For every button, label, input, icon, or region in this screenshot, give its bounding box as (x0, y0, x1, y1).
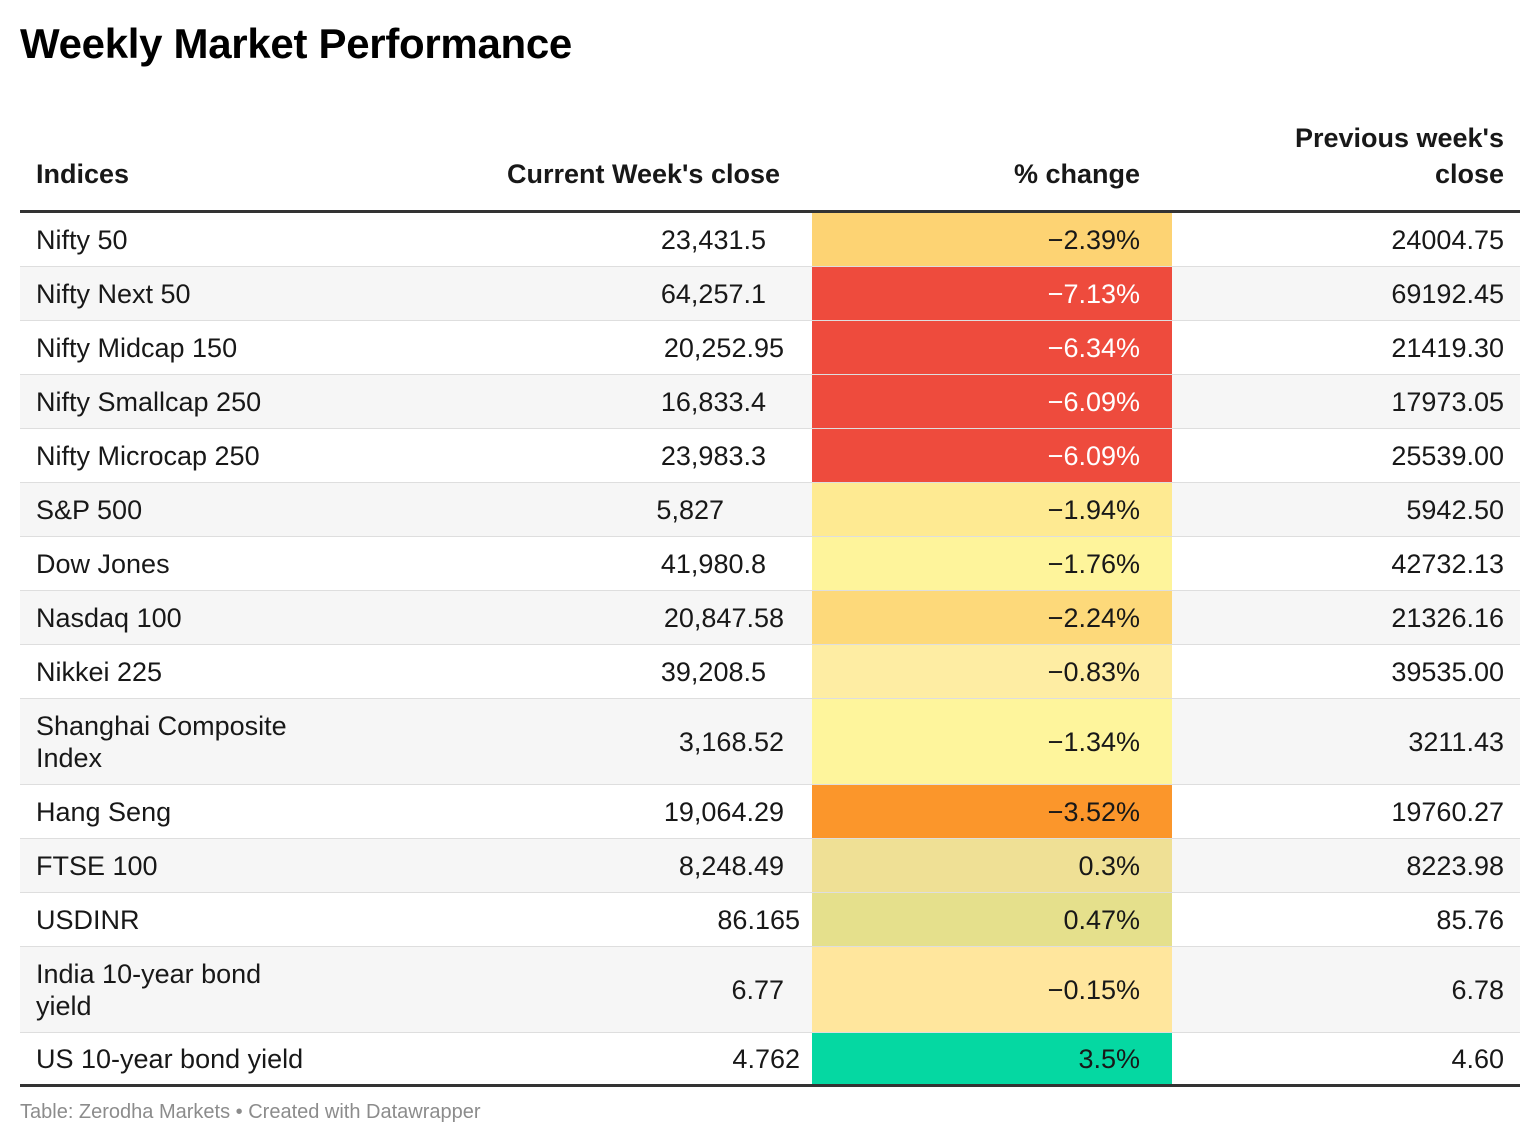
cell-percent-change: −1.94% (812, 483, 1172, 536)
cell-current-close: 23,431.5 (370, 213, 812, 266)
cell-previous-close: 6.78 (1451, 974, 1504, 1005)
cell-previous-close: 3211.43 (1408, 726, 1504, 757)
table-row: India 10-year bond yield 6.77 −0.15% 6.78 (20, 947, 1520, 1033)
cell-current-close: 3,168.52 (370, 699, 812, 784)
cell-index-name: Dow Jones (36, 548, 170, 579)
cell-index-name: Nifty 50 (36, 224, 128, 255)
cell-previous-close: 69192.45 (1391, 278, 1504, 309)
current-close-value: 20,252.95 (663, 332, 784, 363)
cell-previous-close: 8223.98 (1406, 850, 1504, 881)
cell-current-close: 64,257.1 (370, 267, 812, 320)
cell-percent-change: 3.5% (812, 1033, 1172, 1084)
cell-percent-change: −6.09% (812, 375, 1172, 428)
header-indices[interactable]: Indices (36, 159, 130, 189)
current-close-value: 6.77 (731, 974, 784, 1005)
header-current-close[interactable]: Current Week's close (506, 159, 780, 189)
source-footer: Table: Zerodha Markets • Created with Da… (20, 1101, 481, 1123)
cell-previous-close: 42732.13 (1391, 548, 1504, 579)
cell-previous-close: 19760.27 (1391, 796, 1504, 827)
table-row: Nifty Microcap 250 23,983.3 −6.09% 25539.00 (20, 429, 1520, 483)
table-title: Weekly Market Performance (20, 20, 572, 67)
cell-current-close: 8,248.49 (370, 839, 812, 892)
cell-previous-close: 39535.00 (1391, 656, 1504, 687)
header-percent-change[interactable]: % change (1013, 159, 1140, 189)
cell-previous-close: 4.60 (1451, 1043, 1504, 1074)
cell-current-close: 41,980.8 (370, 537, 812, 590)
cell-current-close: 20,847.58 (370, 591, 812, 644)
current-close-value: 86.165 (717, 904, 800, 935)
cell-index-name: Nasdaq 100 (36, 602, 182, 633)
cell-previous-close: 24004.75 (1391, 224, 1504, 255)
cell-previous-close: 25539.00 (1391, 440, 1504, 471)
cell-percent-change: −6.34% (812, 321, 1172, 374)
cell-percent-change: −7.13% (812, 267, 1172, 320)
cell-index-name: US 10-year bond yield (36, 1043, 304, 1074)
cell-index-name: S&P 500 (36, 494, 143, 525)
cell-previous-close: 5942.50 (1406, 494, 1504, 525)
cell-previous-close: 85.76 (1436, 904, 1504, 935)
current-close-value: 23,983.3 (660, 440, 766, 471)
table-row: Nifty Smallcap 250 16,833.4 −6.09% 17973.05 (20, 375, 1520, 429)
table-row: Nasdaq 100 20,847.58 −2.24% 21326.16 (20, 591, 1520, 645)
current-close-value: 16,833.4 (660, 386, 766, 417)
table-row: S&P 500 5,827 −1.94% 5942.50 (20, 483, 1520, 537)
cell-percent-change: −2.24% (812, 591, 1172, 644)
current-close-value: 20,847.58 (663, 602, 784, 633)
table-header: Indices Current Week's close % change Pr… (20, 112, 1520, 213)
table-row: Dow Jones 41,980.8 −1.76% 42732.13 (20, 537, 1520, 591)
table-row: FTSE 100 8,248.49 0.3% 8223.98 (20, 839, 1520, 893)
cell-previous-close: 21326.16 (1391, 602, 1504, 633)
cell-index-name: Nifty Microcap 250 (36, 440, 260, 471)
table-body: Nifty 50 23,431.5 −2.39% 24004.75 Nifty Next… (20, 213, 1520, 1087)
cell-percent-change: −1.76% (812, 537, 1172, 590)
cell-index-name: Hang Seng (36, 796, 172, 827)
cell-previous-close: 21419.30 (1391, 332, 1504, 363)
table-row: Nifty Midcap 150 20,252.95 −6.34% 21419.30 (20, 321, 1520, 375)
header-previous-close[interactable]: Previous week's close (1294, 123, 1504, 189)
current-close-value: 23,431.5 (660, 224, 766, 255)
cell-current-close: 20,252.95 (370, 321, 812, 374)
cell-previous-close: 17973.05 (1391, 386, 1504, 417)
cell-current-close: 86.165 (370, 893, 812, 946)
cell-current-close: 6.77 (370, 947, 812, 1032)
cell-index-name: Nifty Next 50 (36, 278, 191, 309)
cell-index-name: Nikkei 225 (36, 656, 163, 687)
table-row: Hang Seng 19,064.29 −3.52% 19760.27 (20, 785, 1520, 839)
cell-index-name: Nifty Midcap 150 (36, 332, 238, 363)
table-row: USDINR 86.165 0.47% 85.76 (20, 893, 1520, 947)
cell-current-close: 4.762 (370, 1033, 812, 1084)
cell-percent-change: −2.39% (812, 213, 1172, 266)
performance-table: Indices Current Week's close % change Pr… (20, 112, 1520, 1087)
cell-index-name: FTSE 100 (36, 850, 158, 881)
cell-index-name: India 10-year bond yield (36, 958, 262, 1021)
cell-index-name: USDINR (36, 904, 140, 935)
cell-current-close: 23,983.3 (370, 429, 812, 482)
cell-index-name: Nifty Smallcap 250 (36, 386, 262, 417)
table-row: Nikkei 225 39,208.5 −0.83% 39535.00 (20, 645, 1520, 699)
table-row: Nifty Next 50 64,257.1 −7.13% 69192.45 (20, 267, 1520, 321)
cell-percent-change: 0.3% (812, 839, 1172, 892)
table-row: US 10-year bond yield 4.762 3.5% 4.60 (20, 1033, 1520, 1087)
cell-percent-change: −1.34% (812, 699, 1172, 784)
cell-percent-change: −6.09% (812, 429, 1172, 482)
current-close-value: 41,980.8 (660, 548, 766, 579)
cell-index-name: Shanghai Composite Index (36, 710, 287, 773)
current-close-value: 4.762 (732, 1043, 800, 1074)
cell-percent-change: −0.15% (812, 947, 1172, 1032)
cell-current-close: 5,827 (370, 483, 812, 536)
current-close-value: 39,208.5 (660, 656, 766, 687)
current-close-value: 5,827 (656, 494, 724, 525)
cell-current-close: 39,208.5 (370, 645, 812, 698)
cell-current-close: 16,833.4 (370, 375, 812, 428)
current-close-value: 19,064.29 (663, 796, 784, 827)
cell-percent-change: −0.83% (812, 645, 1172, 698)
current-close-value: 64,257.1 (660, 278, 766, 309)
cell-current-close: 19,064.29 (370, 785, 812, 838)
cell-percent-change: 0.47% (812, 893, 1172, 946)
current-close-value: 3,168.52 (678, 726, 784, 757)
current-close-value: 8,248.49 (678, 850, 784, 881)
cell-percent-change: −3.52% (812, 785, 1172, 838)
table-row: Shanghai Composite Index 3,168.52 −1.34% 32… (20, 699, 1520, 785)
table-row: Nifty 50 23,431.5 −2.39% 24004.75 (20, 213, 1520, 267)
